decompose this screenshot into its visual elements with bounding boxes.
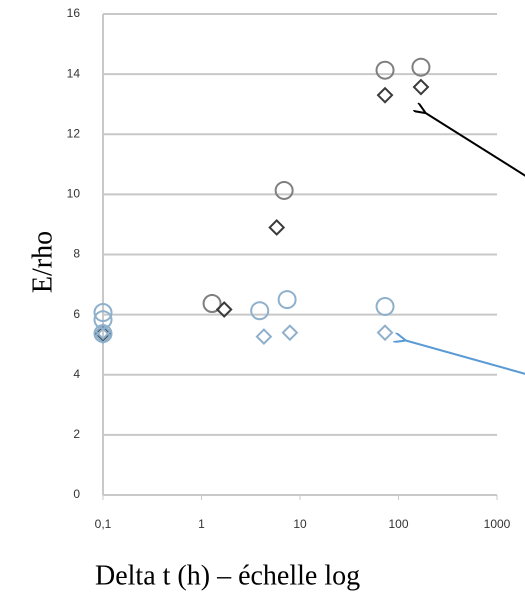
y-tick-label: 10 bbox=[67, 187, 81, 201]
data-point bbox=[376, 324, 394, 342]
data-point bbox=[274, 180, 294, 200]
data-point bbox=[268, 219, 286, 236]
x-tick-label: 10 bbox=[293, 517, 307, 531]
x-tick-label: 0,1 bbox=[95, 517, 112, 531]
data-point bbox=[281, 324, 299, 342]
data-point bbox=[255, 328, 273, 345]
data-point bbox=[376, 86, 394, 104]
y-axis-label: E/rho bbox=[27, 231, 58, 293]
data-point bbox=[94, 325, 112, 342]
annotation-arrow bbox=[424, 112, 525, 177]
data-point bbox=[94, 327, 112, 345]
y-tick-label: 12 bbox=[67, 126, 81, 140]
data-point bbox=[215, 301, 233, 318]
data-point bbox=[412, 78, 430, 96]
data-point bbox=[202, 294, 222, 314]
y-tick-label: 16 bbox=[67, 6, 81, 20]
data-point bbox=[411, 57, 431, 77]
plot-area: 0 2 4 6 8 10 12 14 16 0,1 1 10 100 1000 bbox=[67, 6, 511, 531]
x-tick-label: 1 bbox=[198, 517, 205, 531]
y-tick-label: 0 bbox=[73, 487, 80, 501]
data-point bbox=[250, 301, 270, 321]
y-tick-label: 14 bbox=[67, 66, 81, 80]
data-point bbox=[375, 297, 395, 317]
y-tick-label: 8 bbox=[73, 247, 80, 261]
data-point bbox=[93, 303, 113, 323]
data-point bbox=[277, 290, 297, 310]
data-point bbox=[375, 60, 395, 80]
y-tick-label: 6 bbox=[73, 307, 80, 321]
x-axis-label: Delta t (h) – échelle log bbox=[95, 560, 360, 591]
y-tick-label: 2 bbox=[73, 427, 80, 441]
x-tick-label: 1000 bbox=[484, 517, 511, 531]
x-tick-label: 100 bbox=[388, 517, 408, 531]
annotation-arrow bbox=[404, 340, 525, 375]
data-point bbox=[94, 323, 112, 341]
y-tick-label: 4 bbox=[73, 367, 80, 381]
